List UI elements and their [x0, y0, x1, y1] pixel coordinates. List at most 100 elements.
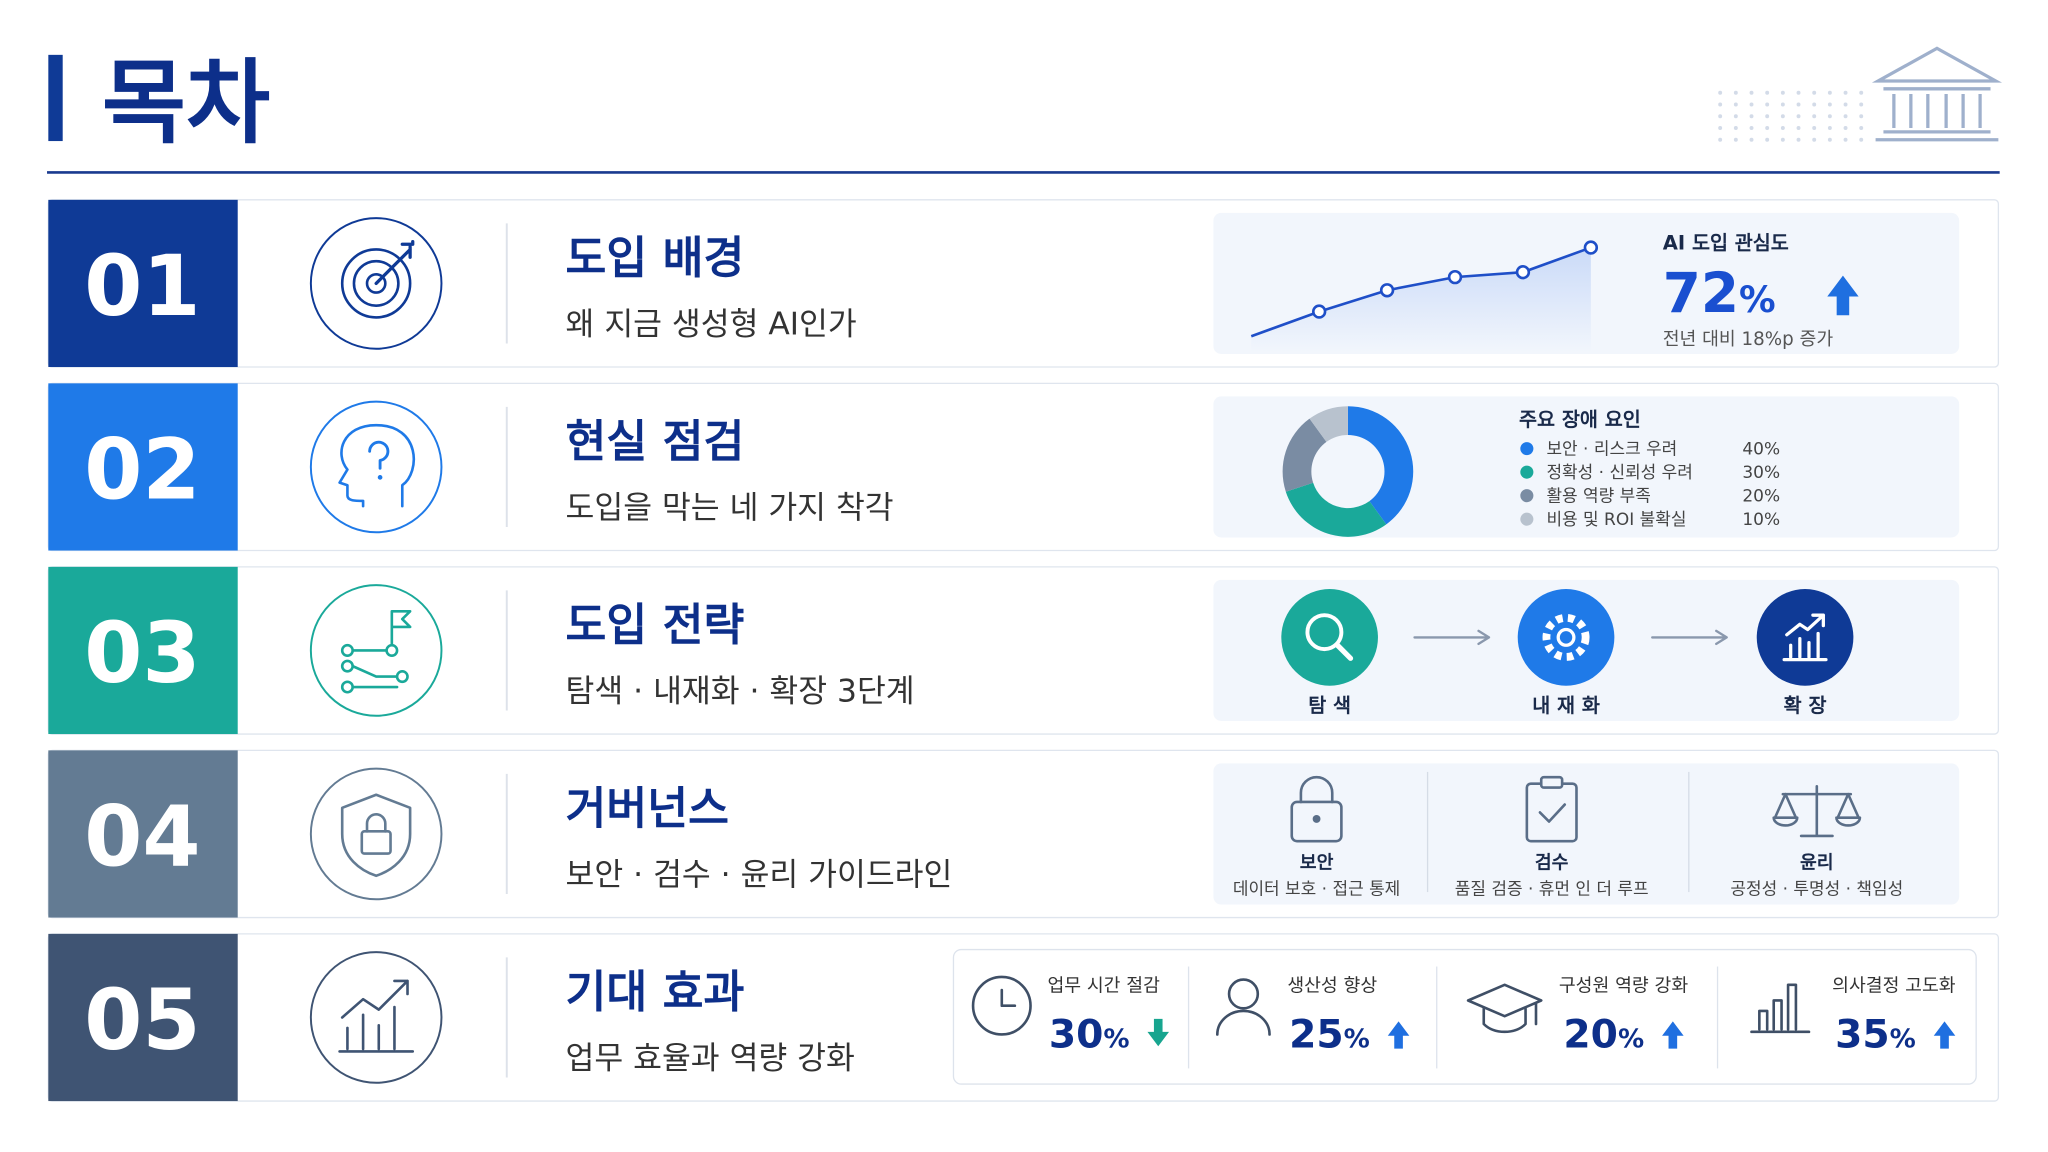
section-subtitle: 도입을 막는 네 가지 착각	[566, 490, 894, 526]
dot	[1859, 114, 1864, 119]
dot	[1827, 102, 1832, 107]
dot	[1859, 90, 1864, 95]
effect-label: 생산성 향상	[1287, 975, 1377, 996]
effect-number: 30	[1049, 1013, 1104, 1058]
icon-head	[338, 423, 416, 508]
interest-label: AI 도입 관심도	[1663, 231, 1789, 254]
icon-circle	[309, 951, 443, 1084]
dot	[1718, 90, 1723, 95]
step-label: 탐 색	[1308, 694, 1351, 717]
effect-value: 30%	[1049, 1013, 1130, 1058]
section-subtitle: 보안 · 검수 · 윤리 가이드라인	[566, 857, 953, 893]
keyhole	[1312, 815, 1321, 823]
dot	[1765, 114, 1770, 119]
legend-dot	[1520, 465, 1534, 479]
interest-value: 72%	[1663, 261, 1776, 325]
title-bar	[48, 54, 63, 142]
effect-icon	[1466, 983, 1543, 1034]
dot	[1733, 102, 1738, 107]
governance-title: 윤리	[1800, 853, 1834, 874]
icon-ring	[340, 248, 412, 319]
interest-number: 72	[1663, 261, 1739, 325]
icon-question	[368, 440, 390, 470]
number-block	[48, 566, 238, 735]
icon-ring	[352, 259, 400, 307]
barriers-title: 주요 장애 요인	[1519, 408, 1641, 431]
effect-label: 업무 시간 절감	[1047, 975, 1160, 996]
dot	[1765, 90, 1770, 95]
icon-rise	[340, 979, 409, 1019]
legend-dot	[1520, 442, 1534, 456]
dot	[1718, 126, 1723, 130]
section-title: 거버넌스	[566, 784, 729, 835]
effect-number: 20	[1563, 1013, 1618, 1058]
icon-node	[385, 643, 399, 657]
legend-value: 40%	[1742, 440, 1780, 460]
number-block	[48, 933, 238, 1102]
effect-icon	[1216, 978, 1271, 1036]
icon-circle	[309, 767, 443, 901]
dot	[1780, 126, 1785, 130]
step-label: 내 재 화	[1532, 694, 1600, 717]
donut-segment	[1282, 418, 1327, 492]
effect-number: 25	[1289, 1013, 1344, 1058]
legend-label: 정확성 · 신뢰성 우려	[1546, 463, 1692, 483]
dot	[1749, 90, 1754, 95]
trend-arrow	[1827, 275, 1859, 316]
dot	[1780, 90, 1785, 95]
step-arrow	[1651, 629, 1728, 646]
interest-note: 전년 대비 18%p 증가	[1663, 329, 1834, 350]
dot	[1812, 137, 1817, 142]
clip	[1539, 775, 1564, 789]
dot	[1827, 126, 1832, 130]
dot	[1733, 114, 1738, 119]
dot	[1780, 137, 1785, 142]
dot	[1733, 90, 1738, 95]
icon-lock	[360, 830, 392, 855]
section-icon	[340, 239, 415, 319]
section-number: 02	[84, 420, 200, 518]
effect-value: 35%	[1835, 1013, 1916, 1058]
dot	[1718, 114, 1723, 119]
step-icon	[1756, 589, 1854, 686]
effect-number: 35	[1835, 1013, 1890, 1058]
effect-unit: %	[1103, 1025, 1129, 1055]
cap	[1466, 983, 1543, 1034]
dot	[1749, 114, 1754, 119]
legend-dot	[1520, 512, 1534, 526]
dot	[1812, 114, 1817, 119]
interest-unit: %	[1739, 278, 1776, 321]
effect-value: 20%	[1563, 1013, 1644, 1058]
legend-value: 30%	[1742, 463, 1780, 483]
section-subtitle: 업무 효율과 역량 강화	[566, 1040, 855, 1076]
dot	[1859, 102, 1864, 107]
section-icon	[340, 793, 412, 878]
icon-node	[395, 670, 409, 684]
dot-grid	[1718, 90, 1864, 142]
dot	[1843, 126, 1848, 130]
dot	[1780, 102, 1785, 107]
growth-line	[1785, 613, 1825, 637]
section-title: 현실 점검	[566, 416, 745, 467]
section-number: 03	[84, 604, 200, 702]
section-icon	[340, 609, 412, 694]
icon-ring	[365, 272, 387, 294]
trend-point	[1515, 265, 1531, 280]
effect-unit: %	[1890, 1025, 1916, 1055]
step-icon	[1281, 589, 1378, 686]
dot	[1827, 90, 1832, 95]
section-icon	[338, 423, 416, 508]
clock	[971, 975, 1032, 1036]
section-number: 01	[84, 237, 200, 335]
dot	[1765, 102, 1770, 107]
icon-flag	[390, 609, 412, 646]
number-block	[48, 199, 238, 368]
section-number: 04	[84, 787, 200, 885]
trend-line	[1250, 246, 1592, 338]
dot	[1765, 126, 1770, 130]
person-head	[1227, 978, 1260, 1010]
dot	[1827, 114, 1832, 119]
